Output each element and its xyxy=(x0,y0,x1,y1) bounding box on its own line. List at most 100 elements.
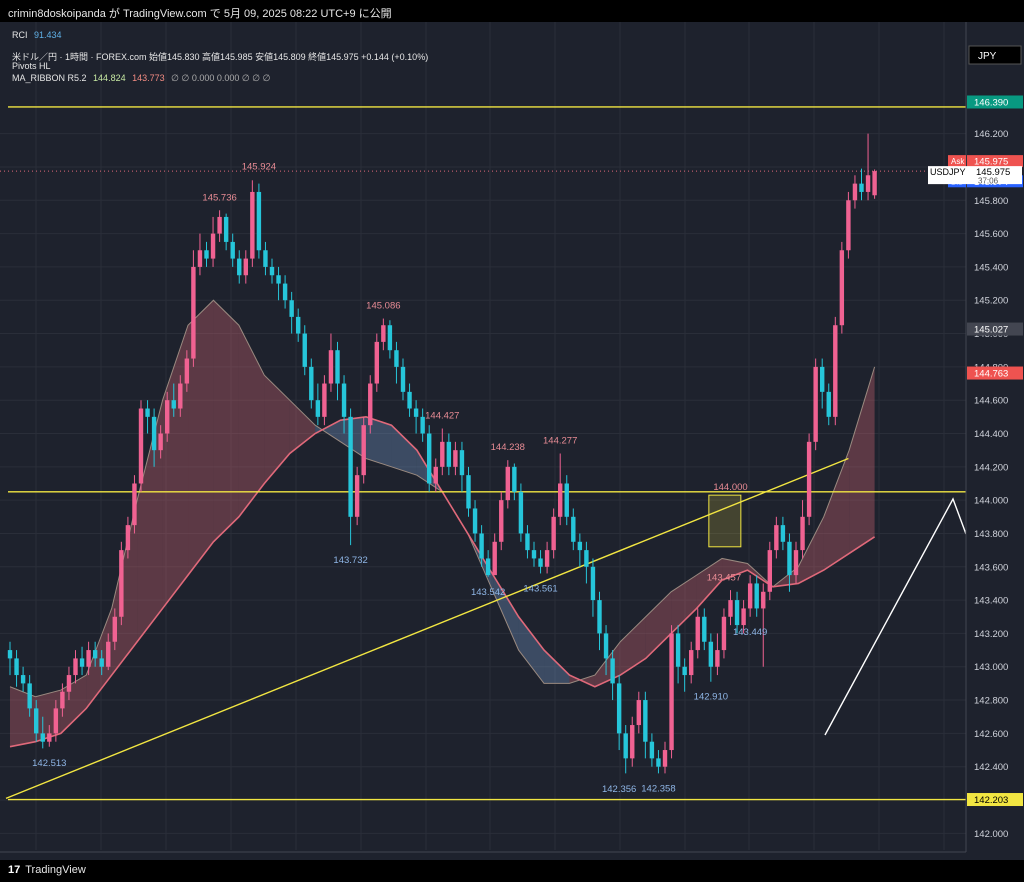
candle-body xyxy=(276,275,281,284)
ribbon-rest: ∅ ∅ 0.000 0.000 ∅ ∅ ∅ xyxy=(171,73,271,83)
candle-body xyxy=(34,708,39,734)
pivot-label: 144.000 xyxy=(713,482,747,493)
brand-name: TradingView xyxy=(25,864,86,876)
candle-body xyxy=(250,191,255,259)
candle-body xyxy=(505,466,510,501)
price-tick-label: 143.600 xyxy=(974,562,1008,573)
pivot-label: 143.561 xyxy=(523,583,557,594)
ribbon-fill xyxy=(493,575,519,651)
time-axis[interactable]: 5月12:00212:00312:00612:00712:00812:00912… xyxy=(0,851,1024,878)
rci-legend[interactable]: RCI 91.434 xyxy=(12,30,62,40)
candle-body xyxy=(223,216,229,242)
candle-body xyxy=(479,533,484,559)
candle-body xyxy=(420,416,425,434)
pivots-name: Pivots HL xyxy=(12,61,51,71)
tradingview-logo-icon: 17 xyxy=(8,864,21,876)
last-price-box xyxy=(928,166,1022,185)
ribbon-fill xyxy=(289,400,316,454)
footer: 17 TradingView xyxy=(0,860,1024,882)
candle-body xyxy=(302,333,307,367)
candle-body xyxy=(793,550,799,576)
candle-body xyxy=(623,733,628,759)
candle-body xyxy=(675,633,681,667)
last-price-value: 145.975 xyxy=(976,167,1010,178)
price-chart[interactable]: 145.924 145.736 145.086 144.427 144.238 144.2… xyxy=(0,22,1024,878)
candle-body xyxy=(296,316,301,334)
candle-body xyxy=(230,241,235,259)
candle-body xyxy=(472,508,478,534)
candle-body xyxy=(361,425,366,476)
candle-body xyxy=(171,400,176,409)
ribbon-fill xyxy=(798,516,824,584)
tradingview-brand[interactable]: 17 TradingView xyxy=(8,864,86,876)
candle-body xyxy=(151,416,157,451)
ribbon-fill xyxy=(569,675,595,687)
candle-body xyxy=(263,250,268,267)
candle-body xyxy=(341,383,347,417)
ribbon-legend[interactable]: MA_RIBBON R5.2 144.824 143.773 ∅ ∅ 0.000… xyxy=(12,73,270,84)
candle-body xyxy=(734,600,740,626)
chart-area[interactable]: 145.924 145.736 145.086 144.427 144.238 144.2… xyxy=(0,22,1024,878)
symbol-legend[interactable]: 米ドル／円 · 1時間 · FOREX.com 始値145.830 高値145.… xyxy=(12,50,428,63)
candle-body xyxy=(656,758,661,767)
candle-body xyxy=(610,658,615,684)
drawings xyxy=(708,494,967,736)
candle-body xyxy=(322,383,327,417)
grid xyxy=(0,22,966,850)
price-tick-label: 145.400 xyxy=(974,262,1008,273)
pivots-legend[interactable]: Pivots HL xyxy=(12,61,51,71)
candle-body xyxy=(191,266,196,359)
candle-body xyxy=(92,650,98,659)
ribbon-value-2: 143.773 xyxy=(132,73,165,83)
chart-background xyxy=(0,22,1024,860)
price-tick-label: 143.800 xyxy=(974,529,1008,540)
candle-body xyxy=(125,525,131,551)
price-badge-value: 145.027 xyxy=(974,325,1008,336)
ribbon-fill xyxy=(340,416,367,459)
price-axis[interactable]: 146.200146.000145.800145.600145.400145.2… xyxy=(928,22,1024,860)
candle-body xyxy=(643,700,648,742)
pivot-labels: 145.924 145.736 145.086 144.427 144.238 144.2… xyxy=(32,162,767,795)
ribbon-fill xyxy=(315,420,341,442)
price-tick-label: 144.200 xyxy=(974,462,1008,473)
candle-body xyxy=(243,258,248,276)
candle-body xyxy=(210,233,216,259)
pivot-label: 145.924 xyxy=(242,162,276,173)
pivot-label: 142.910 xyxy=(694,692,728,703)
highlight-box xyxy=(708,494,742,548)
candle-body xyxy=(256,191,262,251)
price-tick-label: 145.800 xyxy=(974,196,1008,207)
candle-body xyxy=(368,383,373,426)
candle-body xyxy=(551,516,556,551)
ribbon-fill xyxy=(645,591,672,659)
candle-body xyxy=(413,408,419,417)
candle-body xyxy=(603,633,609,659)
candle-body xyxy=(669,633,674,751)
candle-body xyxy=(53,708,59,734)
pivot-label: 143.732 xyxy=(333,555,367,566)
horizontal-levels xyxy=(0,106,966,801)
candle-body xyxy=(7,650,13,659)
candle-body xyxy=(813,366,818,442)
candle-body xyxy=(512,466,517,492)
candle-body xyxy=(315,400,321,417)
candle-body xyxy=(466,475,471,509)
symbol-line: 米ドル／円 · 1時間 · FOREX.com 始値145.830 高値145.… xyxy=(12,52,429,62)
candle-body xyxy=(820,366,825,392)
candle-body xyxy=(138,408,144,484)
candle-body xyxy=(158,433,163,451)
candle-body xyxy=(20,675,26,684)
candle-body xyxy=(636,700,641,726)
ribbon-fill xyxy=(823,450,850,571)
candle-body xyxy=(47,733,52,742)
candle-body xyxy=(544,550,550,567)
candle-body xyxy=(616,683,622,734)
price-tick-label: 143.200 xyxy=(974,629,1008,640)
ribbon-fill xyxy=(86,608,112,709)
candle-body xyxy=(682,666,687,676)
candle-body xyxy=(597,600,602,634)
candle-body xyxy=(630,725,635,759)
ribbon-fill xyxy=(849,366,875,554)
ribbon-fill xyxy=(391,425,417,476)
